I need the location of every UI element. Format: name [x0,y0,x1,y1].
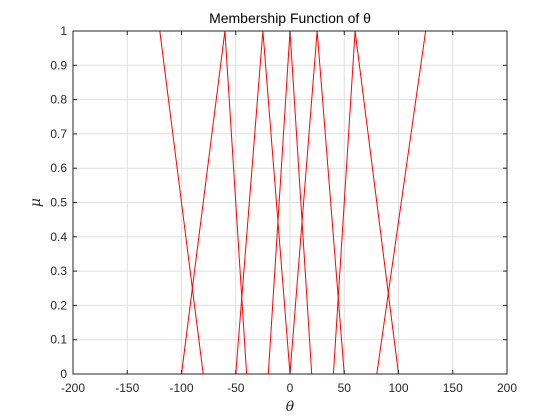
y-tick-label: 0.9 [50,58,67,72]
y-tick-label: 1 [60,24,67,38]
chart-title: Membership Function of θ [209,10,371,26]
y-tick-label: 0 [60,367,67,381]
x-tick-label: -200 [61,381,85,395]
y-tick-label: 0.8 [50,93,67,107]
y-tick-label: 0.1 [50,333,67,347]
y-tick-label: 0.3 [50,264,67,278]
y-tick-label: 0.5 [50,196,67,210]
x-tick-label: -100 [169,381,193,395]
x-tick-label: 50 [338,381,352,395]
x-tick-label: 150 [443,381,463,395]
x-tick-label: 100 [388,381,408,395]
ticks: -200 -150 -100 -50 0 50 100 150 200 0 0.1 0.2 0.3 0.4… [50,24,517,395]
y-tick-label: 0.4 [50,230,67,244]
x-axis-label: θ [286,399,295,415]
y-tick-label: 0.7 [50,127,67,141]
x-tick-label: 200 [497,381,517,395]
y-tick-label: 0.6 [50,161,67,175]
y-axis-label: μ [28,198,44,207]
grid [72,30,508,375]
x-tick-label: -150 [115,381,139,395]
x-tick-label: -50 [227,381,245,395]
x-tick-label: 0 [287,381,294,395]
y-tick-label: 0.2 [50,298,67,312]
